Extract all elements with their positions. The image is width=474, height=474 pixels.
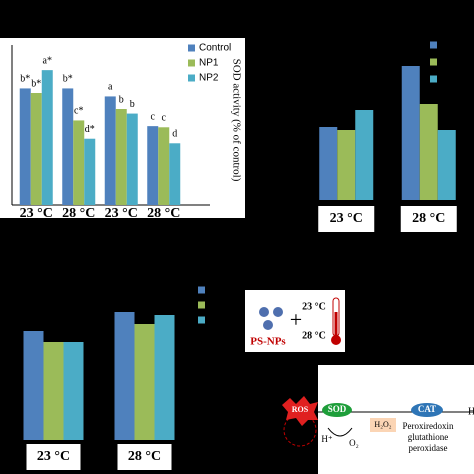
legend-label: Control (199, 43, 231, 54)
product: H (468, 406, 474, 417)
bar (23, 331, 44, 440)
value-label: c (151, 111, 156, 122)
thermometer-bulb (331, 335, 341, 345)
bar (355, 110, 374, 200)
bar (147, 126, 159, 205)
value-label: d (172, 129, 177, 140)
cat-label: CAT (418, 404, 436, 414)
x-tick-label: 23 °C (105, 206, 138, 221)
value-label: c (162, 113, 167, 124)
value-label: b (119, 94, 124, 105)
legend-swatch (188, 74, 195, 82)
bar (84, 138, 96, 205)
bar (169, 143, 181, 205)
bar (73, 120, 85, 205)
bar (319, 127, 338, 200)
sod-curve (327, 427, 353, 437)
legend-swatch (198, 286, 205, 294)
legend-swatch (430, 58, 437, 66)
legend-swatch (430, 75, 437, 83)
category-box (117, 444, 172, 470)
value-label: b (130, 99, 135, 110)
legend-swatch (430, 41, 437, 49)
particle (273, 307, 283, 317)
particle (263, 320, 273, 330)
enzyme: Peroxiredoxin (403, 421, 454, 431)
bar (41, 70, 53, 206)
value-label: a (108, 82, 113, 93)
ps-np-box (245, 290, 345, 352)
bar (104, 96, 116, 205)
sod-ellipse (322, 403, 352, 417)
enzyme: peroxidase (409, 443, 448, 453)
bar (158, 127, 170, 205)
bar (419, 104, 438, 200)
category-box (318, 206, 375, 232)
bar (43, 342, 64, 440)
temp-low: 23 °C (302, 301, 326, 312)
value-label: b* (20, 74, 30, 85)
h-plus: H⁺ (321, 434, 332, 444)
category-box (26, 444, 81, 470)
x-tick-label: 23 °C (330, 211, 363, 226)
bar (401, 66, 420, 200)
bar (134, 324, 155, 440)
value-label: b* (63, 74, 73, 85)
x-tick-label: 23 °C (20, 206, 53, 221)
category-box (400, 206, 457, 232)
bar (437, 130, 456, 200)
legend-label: NP2 (199, 73, 219, 84)
h2o2: H₂O₂ (374, 420, 391, 429)
bar (114, 312, 135, 440)
particle (259, 307, 269, 317)
legend-swatch (198, 316, 205, 324)
value-label: a* (43, 55, 52, 66)
sod-label: SOD (328, 404, 347, 414)
value-label: c* (74, 106, 83, 117)
bar (62, 88, 74, 205)
bar (19, 88, 31, 205)
bar (337, 130, 356, 200)
bar (126, 113, 138, 205)
ros-circle (283, 413, 317, 447)
x-tick-label: 28 °C (128, 449, 161, 464)
h2o2-box (370, 418, 396, 432)
x-tick-label: 28 °C (147, 206, 180, 221)
o2: O₂ (349, 438, 359, 448)
legend-swatch (198, 301, 205, 309)
bar (154, 315, 175, 440)
bar (63, 342, 84, 440)
cat-ellipse (411, 403, 443, 417)
legend-swatch (188, 44, 195, 52)
y-axis-label: SOD activity (% of control) (230, 59, 242, 182)
ros-label: ROS (292, 405, 309, 414)
bar (30, 93, 42, 205)
x-tick-label: 28 °C (412, 211, 445, 226)
legend-swatch (188, 59, 195, 67)
legend-label: NP1 (199, 58, 219, 69)
ros-burst (282, 396, 318, 426)
value-label: b* (31, 78, 41, 89)
x-tick-label: 28 °C (62, 206, 95, 221)
plus: + (290, 307, 302, 332)
temp-high: 28 °C (302, 330, 326, 341)
thermometer-fill (334, 312, 338, 336)
value-label: d* (85, 124, 95, 135)
bar (115, 109, 127, 205)
enzyme: glutathione (408, 432, 449, 442)
ps-nps-label: PS-NPs (250, 336, 286, 348)
x-tick-label: 23 °C (37, 449, 70, 464)
